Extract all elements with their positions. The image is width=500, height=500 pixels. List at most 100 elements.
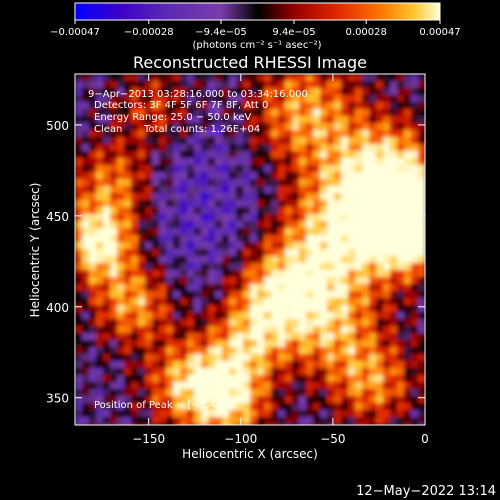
heatmap-cell: [75, 193, 83, 201]
heatmap-cell: [320, 410, 328, 418]
heatmap-cell: [411, 368, 419, 376]
heatmap-cell: [250, 137, 258, 145]
heatmap-cell: [236, 235, 244, 243]
heatmap-cell: [89, 319, 97, 327]
heatmap-cell: [278, 256, 286, 264]
heatmap-cell: [278, 375, 286, 383]
heatmap-cell: [271, 354, 279, 362]
heatmap-cell: [257, 74, 265, 82]
heatmap-cell: [89, 291, 97, 299]
heatmap-cell: [271, 228, 279, 236]
heatmap-cell: [257, 298, 265, 306]
heatmap-cell: [397, 305, 405, 313]
heatmap-cell: [404, 193, 412, 201]
heatmap-cell: [117, 81, 125, 89]
heatmap-cell: [131, 326, 139, 334]
heatmap-cell: [411, 291, 419, 299]
heatmap-cell: [327, 277, 335, 285]
heatmap-cell: [264, 207, 272, 215]
heatmap-cell: [376, 186, 384, 194]
heatmap-cell: [348, 277, 356, 285]
heatmap-cell: [369, 179, 377, 187]
heatmap-cell: [320, 123, 328, 131]
heatmap-cell: [292, 417, 300, 425]
heatmap-cell: [117, 410, 125, 418]
heatmap-cell: [96, 305, 104, 313]
heatmap-cell: [194, 186, 202, 194]
heatmap-cell: [152, 361, 160, 369]
heatmap-cell: [271, 305, 279, 313]
heatmap-cell: [173, 361, 181, 369]
heatmap-cell: [383, 389, 391, 397]
heatmap-cell: [145, 207, 153, 215]
heatmap-cell: [229, 312, 237, 320]
heatmap-cell: [152, 375, 160, 383]
heatmap-cell: [124, 95, 132, 103]
heatmap-cell: [236, 109, 244, 117]
heatmap-cell: [334, 270, 342, 278]
heatmap-cell: [285, 88, 293, 96]
heatmap-cell: [404, 151, 412, 159]
heatmap-cell: [103, 291, 111, 299]
heatmap-cell: [124, 186, 132, 194]
heatmap-cell: [285, 242, 293, 250]
heatmap-cell: [243, 361, 251, 369]
heatmap-cell: [397, 81, 405, 89]
heatmap-cell: [369, 319, 377, 327]
heatmap-cell: [124, 256, 132, 264]
heatmap-cell: [299, 207, 307, 215]
heatmap-cell: [327, 389, 335, 397]
heatmap-cell: [236, 123, 244, 131]
heatmap-cell: [82, 403, 90, 411]
heatmap-cell: [369, 256, 377, 264]
heatmap-cell: [278, 151, 286, 159]
heatmap-cell: [355, 95, 363, 103]
heatmap-cell: [152, 389, 160, 397]
heatmap-cell: [194, 382, 202, 390]
heatmap-cell: [250, 382, 258, 390]
heatmap-cell: [264, 319, 272, 327]
heatmap-cell: [341, 200, 349, 208]
heatmap-cell: [215, 242, 223, 250]
heatmap-cell: [418, 158, 425, 166]
heatmap-cell: [110, 151, 118, 159]
heatmap-cell: [390, 298, 398, 306]
heatmap-cell: [341, 396, 349, 404]
heatmap-cell: [89, 263, 97, 271]
x-tick-label: −50: [320, 432, 345, 446]
heatmap-cell: [194, 130, 202, 138]
heatmap-cell: [271, 333, 279, 341]
heatmap-cell: [320, 193, 328, 201]
heatmap-cell: [383, 242, 391, 250]
heatmap-cell: [103, 270, 111, 278]
heatmap-cell: [138, 123, 146, 131]
heatmap-cell: [334, 193, 342, 201]
heatmap-cell: [243, 81, 251, 89]
heatmap-cell: [306, 284, 314, 292]
heatmap-cell: [187, 123, 195, 131]
heatmap-cell: [299, 270, 307, 278]
heatmap-cell: [418, 340, 425, 348]
heatmap-cell: [334, 368, 342, 376]
heatmap-cell: [166, 333, 174, 341]
heatmap-cell: [264, 221, 272, 229]
heatmap-cell: [369, 95, 377, 103]
heatmap-cell: [404, 305, 412, 313]
heatmap-cell: [131, 165, 139, 173]
heatmap-cell: [145, 158, 153, 166]
heatmap-cell: [229, 361, 237, 369]
heatmap-cell: [243, 235, 251, 243]
heatmap-cell: [110, 403, 118, 411]
heatmap-cell: [355, 186, 363, 194]
heatmap-cell: [215, 396, 223, 404]
heatmap-cell: [334, 263, 342, 271]
heatmap-cell: [124, 193, 132, 201]
heatmap-cell: [236, 347, 244, 355]
heatmap-cell: [124, 389, 132, 397]
heatmap-cell: [369, 417, 377, 425]
heatmap-cell: [243, 249, 251, 257]
heatmap-cell: [397, 123, 405, 131]
heatmap-cell: [306, 291, 314, 299]
heatmap-cell: [215, 319, 223, 327]
